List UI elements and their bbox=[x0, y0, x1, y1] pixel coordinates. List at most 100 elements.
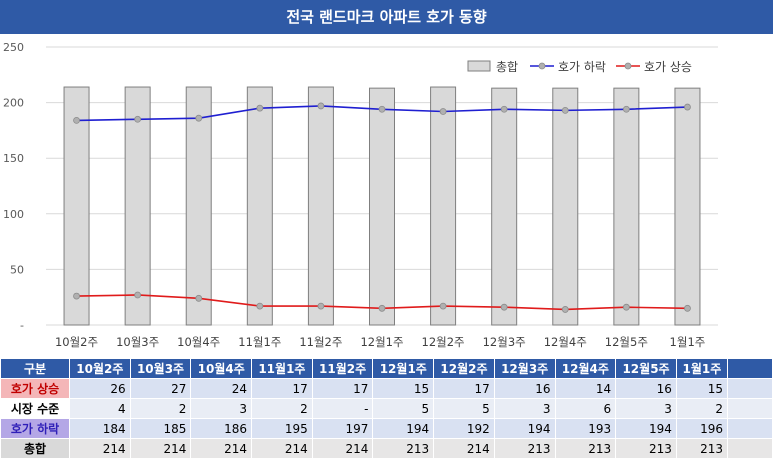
legend-marker bbox=[624, 62, 632, 70]
legend-swatch bbox=[467, 60, 491, 72]
data-point bbox=[317, 302, 325, 310]
table-cell: 17 bbox=[311, 378, 374, 399]
table-cell: 4 bbox=[69, 398, 131, 419]
table-cell: 2 bbox=[251, 398, 313, 419]
data-point bbox=[378, 304, 386, 312]
x-tick-label: 10월2주 bbox=[55, 335, 98, 349]
x-tick-label: 12월2주 bbox=[422, 335, 465, 349]
table-cell: 214 bbox=[251, 438, 313, 459]
data-point bbox=[317, 102, 325, 110]
table-cell: 197 bbox=[311, 418, 374, 439]
table-cell: 16 bbox=[615, 378, 677, 399]
bar-total bbox=[307, 86, 334, 326]
chart-area: 250 200 150 100 50 - 10월2주 10월3주 10월4주 11월1주 11월2… bbox=[3, 41, 718, 349]
table-cell: - bbox=[311, 398, 374, 419]
x-tick-label: 12월5주 bbox=[605, 335, 648, 349]
y-tick-label: 50 bbox=[10, 263, 24, 276]
bar-total bbox=[124, 86, 151, 326]
table-cell: 214 bbox=[311, 438, 374, 459]
table-column-header: 10월4주 bbox=[190, 358, 253, 379]
data-point bbox=[195, 294, 203, 302]
table-cell: 3 bbox=[615, 398, 677, 419]
x-tick-label: 11월1주 bbox=[238, 335, 281, 349]
table-cell: 194 bbox=[493, 418, 556, 439]
table-cell: 196 bbox=[675, 418, 729, 439]
data-point bbox=[439, 108, 447, 115]
bar-total bbox=[491, 87, 518, 326]
table-row-label: 시장 수준 bbox=[0, 398, 70, 419]
x-tick-label: 10월3주 bbox=[116, 335, 159, 349]
bar-total bbox=[552, 87, 579, 326]
table-cell: 184 bbox=[69, 418, 131, 439]
data-point bbox=[378, 105, 386, 113]
table-cell: 2 bbox=[675, 398, 729, 419]
table-cell: 214 bbox=[129, 438, 192, 459]
table-row: 총합 214 214 214 214 214 213 214 213 213 213 213 bbox=[0, 438, 773, 459]
table-cell: 194 bbox=[615, 418, 677, 439]
data-point bbox=[500, 105, 508, 113]
data-point bbox=[561, 306, 569, 313]
table-row-label: 호가 하락 bbox=[0, 418, 70, 439]
data-point bbox=[622, 105, 630, 113]
table-cell: 14 bbox=[554, 378, 617, 399]
table-cell: 185 bbox=[129, 418, 192, 439]
data-point bbox=[256, 302, 264, 310]
table-cell: 15 bbox=[675, 378, 729, 399]
data-table: 구분 10월2주 10월3주 10월4주 11월1주 11월2주 12월1주 12월2주 12… bbox=[0, 358, 773, 459]
table-cell: 15 bbox=[372, 378, 435, 399]
table-cell: 214 bbox=[190, 438, 253, 459]
data-point bbox=[73, 116, 80, 124]
y-tick-label: 100 bbox=[3, 208, 24, 221]
table-header-spacer bbox=[727, 358, 773, 379]
table-row: 호가 상승 26 27 24 17 17 15 17 16 14 16 15 bbox=[0, 378, 773, 399]
table-cell: 3 bbox=[190, 398, 253, 419]
table-cell: 17 bbox=[433, 378, 495, 399]
table-cell: 192 bbox=[433, 418, 495, 439]
data-point bbox=[500, 303, 508, 311]
table-cell: 16 bbox=[493, 378, 556, 399]
table-column-header: 12월3주 bbox=[493, 358, 556, 379]
data-point bbox=[73, 292, 80, 300]
bar-total bbox=[63, 86, 90, 326]
table-cell: 186 bbox=[190, 418, 253, 439]
table-column-header: 12월5주 bbox=[615, 358, 677, 379]
table-spacer-cell bbox=[727, 398, 773, 419]
legend-label: 총합 bbox=[496, 60, 518, 74]
data-point bbox=[195, 114, 203, 122]
table-cell: 213 bbox=[675, 438, 729, 459]
table-cell: 194 bbox=[372, 418, 435, 439]
table-spacer-cell bbox=[727, 438, 773, 459]
data-point bbox=[622, 303, 630, 311]
table-cell: 2 bbox=[129, 398, 192, 419]
data-point bbox=[134, 291, 142, 299]
x-tick-label: 12월1주 bbox=[360, 335, 403, 349]
table-header-label: 구분 bbox=[0, 358, 70, 379]
bar-total bbox=[430, 86, 457, 326]
table-cell: 213 bbox=[615, 438, 677, 459]
data-point bbox=[256, 104, 264, 112]
table-column-header: 12월1주 bbox=[372, 358, 435, 379]
table-cell: 213 bbox=[372, 438, 435, 459]
y-tick-label: - bbox=[20, 319, 24, 332]
table-cell: 27 bbox=[129, 378, 192, 399]
table-row: 호가 하락 184 185 186 195 197 194 192 194 193 194 196 bbox=[0, 418, 773, 439]
table-row-label: 총합 bbox=[0, 438, 70, 459]
table-spacer-cell bbox=[727, 418, 773, 439]
table-header-row: 구분 10월2주 10월3주 10월4주 11월1주 11월2주 12월1주 12월2주 12… bbox=[0, 358, 773, 379]
table-column-header: 11월2주 bbox=[311, 358, 374, 379]
bar-total bbox=[674, 87, 701, 326]
data-point bbox=[134, 115, 142, 123]
legend-marker bbox=[538, 62, 546, 70]
table-column-header: 12월2주 bbox=[433, 358, 495, 379]
data-point bbox=[561, 106, 569, 114]
table-column-header: 10월3주 bbox=[129, 358, 192, 379]
table-cell: 3 bbox=[493, 398, 556, 419]
x-tick-label: 12월4주 bbox=[544, 335, 587, 349]
bar-total bbox=[185, 86, 212, 326]
table-cell: 26 bbox=[69, 378, 131, 399]
table-row: 시장 수준 4 2 3 2-5 5 3 6 3 2 bbox=[0, 398, 773, 419]
table-column-header: 10월2주 bbox=[69, 358, 131, 379]
table-cell: 24 bbox=[190, 378, 253, 399]
y-tick-label: 150 bbox=[3, 152, 24, 165]
table-column-header: 11월1주 bbox=[251, 358, 313, 379]
